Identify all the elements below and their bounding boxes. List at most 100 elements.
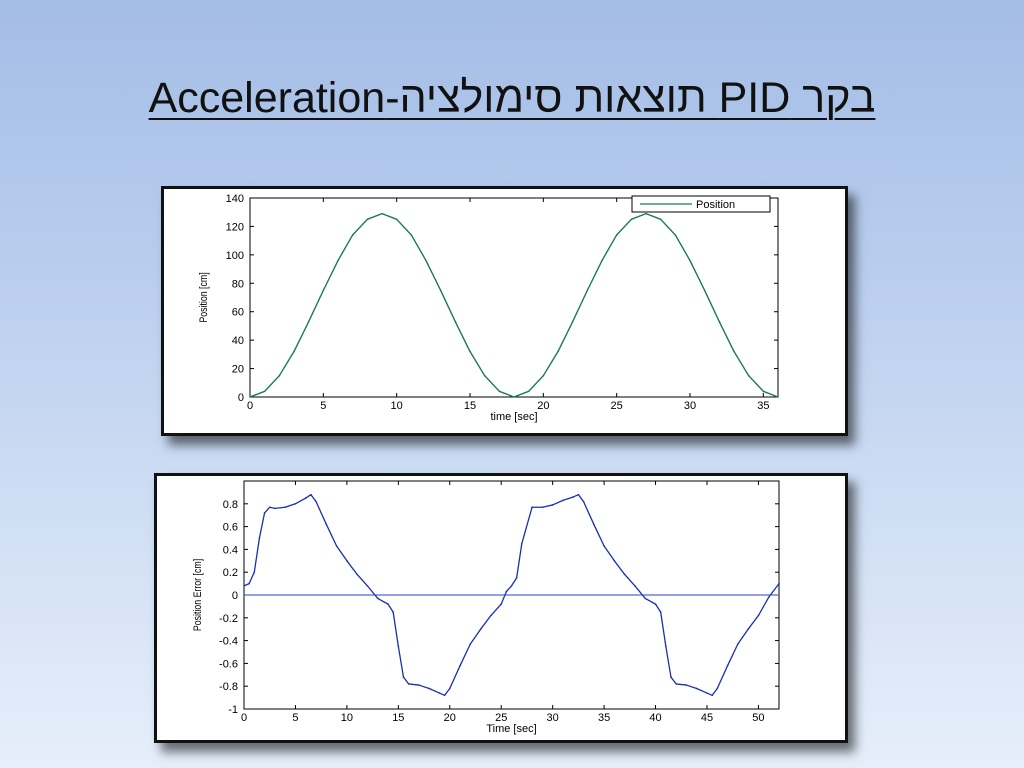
position-chart-data-point [557,350,559,353]
error-chart-y-tick-label: 0.4 [223,544,238,556]
error-chart-x-tick-label: 15 [392,712,404,724]
error-chart-data-point [304,497,307,499]
position-chart-y-tick-label: 140 [226,193,244,205]
error-chart-data-point [392,611,394,613]
error-chart-data-point [438,692,441,694]
error-chart-x-tick-label: 35 [598,712,610,724]
error-chart-y-tick-label: -0.4 [219,636,238,648]
position-chart-data-point [351,234,354,236]
error-chart-data-point [397,645,400,648]
error-chart-data-point [356,573,358,576]
error-chart-data-point [335,545,338,547]
position-chart-x-tick-label: 30 [684,400,696,412]
error-chart-data-point [448,687,451,690]
error-chart-data-point [623,573,626,576]
error-chart-x-tick-label: 30 [547,712,559,724]
error-chart-data-point [459,664,461,667]
position-chart-data-point [615,234,618,236]
position-chart-x-tick-label: 20 [537,400,549,412]
error-chart-y-tick-label: -0.2 [219,613,238,625]
error-chart-y-tick-label: 0 [232,590,238,602]
error-chart-x-tick-label: 25 [495,712,507,724]
position-chart-data-point [571,320,574,323]
position-chart-frame: 0 5 10 15 20 25 30 35 0 20 40 60 80 100 120 140 time [se… [161,186,848,436]
position-chart-y-tick-label: 60 [232,307,244,319]
position-error-chart-frame: 0 5 10 15 20 25 30 35 40 45 50 -1 -0.8 -0.6 -0.4 -0.2 0 0… [154,473,848,743]
error-chart-data-point [675,683,677,685]
position-chart-data-point [439,289,442,292]
position-chart-data-point [498,390,501,393]
error-chart-data-point [520,542,523,545]
position-chart-data-point [263,390,266,393]
error-chart-data-point [654,603,657,605]
error-chart-x-tick-label: 40 [649,712,661,724]
error-chart-data-point [767,596,770,599]
error-chart-x-tick-label: 20 [444,712,456,724]
position-chart-data-point [527,390,530,393]
error-chart-data-point [294,503,297,505]
position-chart-data-point [703,289,706,292]
position-chart-x-tick-label: 15 [464,400,476,412]
error-chart-y-axis-title: Position Error [cm] [192,559,204,632]
position-chart-y-tick-label: 20 [232,364,244,376]
error-chart-data-point [593,523,595,526]
position-chart-data-point [513,396,515,398]
error-chart-data-point [243,585,245,587]
position-chart-legend [631,195,771,213]
position-chart-data-point [366,218,369,221]
position-chart-data-point [674,234,677,236]
position-chart-legend-label: Position [696,199,735,211]
position-chart-x-axis-title: time [sec] [490,411,537,423]
slide-title: בקר PID תוצאות סימולציה-Acceleration [148,74,876,122]
error-chart-data-point [469,643,472,645]
error-chart-data-point [500,603,503,605]
position-chart-x-tick-label: 25 [611,400,623,412]
error-chart-data-point [572,496,575,498]
position-chart-data-point [483,374,486,377]
position-chart-data-point [601,259,603,262]
error-chart-data-point [644,597,647,600]
error-chart-data-point [315,500,317,503]
error-chart-data-point [711,694,713,697]
position-chart-data-point [718,320,721,323]
position-chart-data-point [322,289,325,292]
error-chart-x-tick-label: 45 [701,712,713,724]
position-chart-data-point [454,320,457,323]
error-chart-data-point [510,585,513,587]
error-chart-data-point [387,603,389,605]
position-chart-data-point [395,218,398,221]
position-chart-x-tick-label: 5 [320,400,326,412]
error-chart-data-point [443,694,446,697]
error-chart-y-tick-label: 0.2 [223,567,238,579]
error-chart-data-point [778,594,780,596]
error-chart-data-point [248,582,250,585]
error-chart-x-tick-label: 0 [241,712,247,724]
error-chart-data-point [479,628,482,630]
position-chart: 0 5 10 15 20 25 30 35 0 20 40 60 80 100 120 140 time [se… [198,193,779,423]
error-chart-data-point [726,664,729,667]
position-chart-x-tick-label: 35 [757,400,769,412]
error-chart-data-point [366,585,369,587]
error-chart-data-point [695,687,698,690]
error-chart-data-point [603,545,605,547]
error-chart-x-tick-label: 50 [752,712,764,724]
error-chart-data-point [757,614,760,617]
error-chart-x-tick-label: 5 [292,712,298,724]
error-chart-data-point [284,506,286,509]
position-chart-y-tick-label: 0 [238,392,244,404]
error-chart-series-line-0 [243,494,780,696]
error-chart-data-point [346,560,348,562]
error-chart-data-point [243,594,245,596]
position-chart-data-point [777,396,779,398]
position-chart-data-point [747,374,750,377]
error-chart-data-point [263,512,266,514]
error-chart-data-point [778,582,780,585]
position-chart-data-point [645,212,647,215]
position-chart-data-point [381,212,383,215]
error-chart-data-point [716,687,719,690]
error-chart-y-tick-label: -0.6 [219,658,238,670]
position-chart-x-tick-label: 10 [391,400,403,412]
position-chart-data-point [249,396,251,398]
position-chart-data-point [659,218,662,221]
position-chart-x-tick-label: 0 [247,400,253,412]
